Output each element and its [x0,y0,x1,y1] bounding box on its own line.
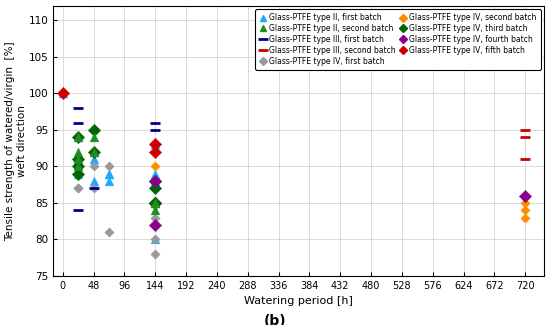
Glass-PTFE type IV, fourth batch [151,222,160,227]
Glass-PTFE type II, second batch [74,149,82,154]
Glass-PTFE type IV, first batch [104,229,113,235]
Glass-PTFE type IV, third batch [151,186,160,191]
Glass-PTFE type III, first batch [152,121,158,124]
Glass-PTFE type III, first batch [90,186,97,190]
Glass-PTFE type II, first batch [58,91,67,96]
Glass-PTFE type IV, second batch [151,164,160,169]
Glass-PTFE type II, second batch [151,200,160,205]
Glass-PTFE type III, second batch [522,135,529,139]
Glass-PTFE type III, second batch [522,157,529,161]
Glass-PTFE type IV, first batch [89,186,98,191]
Glass-PTFE type II, first batch [151,142,160,147]
Glass-PTFE type IV, fourth batch [151,178,160,184]
Glass-PTFE type II, first batch [74,171,82,176]
X-axis label: Watering period [h]: Watering period [h] [244,296,353,306]
Glass-PTFE type IV, first batch [104,164,113,169]
Glass-PTFE type III, first batch [75,106,81,110]
Glass-PTFE type IV, second batch [521,215,530,220]
Glass-PTFE type III, second batch [522,128,529,132]
Glass-PTFE type IV, third batch [74,135,82,140]
Glass-PTFE type IV, fifth batch [58,91,67,96]
Glass-PTFE type IV, third batch [74,164,82,169]
Glass-PTFE type II, first batch [104,171,113,176]
Glass-PTFE type II, second batch [74,164,82,169]
Glass-PTFE type II, second batch [74,156,82,162]
Glass-PTFE type IV, third batch [151,178,160,184]
Glass-PTFE type IV, first batch [74,135,82,140]
Glass-PTFE type IV, third batch [74,171,82,176]
Glass-PTFE type II, first batch [151,237,160,242]
Glass-PTFE type II, first batch [104,171,113,176]
Glass-PTFE type IV, third batch [74,156,82,162]
Glass-PTFE type II, first batch [104,178,113,184]
Glass-PTFE type II, first batch [89,156,98,162]
Glass-PTFE type II, first batch [151,178,160,184]
Glass-PTFE type II, first batch [74,156,82,162]
Glass-PTFE type II, first batch [89,149,98,154]
Glass-PTFE type IV, fifth batch [151,142,160,147]
Glass-PTFE type II, second batch [74,135,82,140]
Glass-PTFE type II, first batch [74,135,82,140]
Glass-PTFE type IV, first batch [151,215,160,220]
Glass-PTFE type IV, first batch [74,186,82,191]
Legend: Glass-PTFE type II, first batch, Glass-PTFE type II, second batch, Glass-PTFE ty: Glass-PTFE type II, first batch, Glass-P… [255,9,541,70]
Glass-PTFE type IV, first batch [151,178,160,184]
Glass-PTFE type IV, third batch [151,200,160,205]
Glass-PTFE type III, first batch [75,208,81,212]
Glass-PTFE type IV, first batch [74,186,82,191]
Glass-PTFE type IV, fifth batch [151,149,160,154]
Glass-PTFE type IV, first batch [89,164,98,169]
Glass-PTFE type II, second batch [151,208,160,213]
Glass-PTFE type IV, third batch [89,149,98,154]
Line: Glass-PTFE type III, first batch: Glass-PTFE type III, first batch [73,103,160,215]
Glass-PTFE type IV, fourth batch [521,193,530,198]
Glass-PTFE type II, second batch [89,135,98,140]
Glass-PTFE type IV, third batch [151,200,160,205]
Line: Glass-PTFE type III, second batch: Glass-PTFE type III, second batch [520,125,530,164]
Glass-PTFE type II, first batch [151,171,160,176]
Glass-PTFE type IV, third batch [89,127,98,132]
Glass-PTFE type II, first batch [89,178,98,184]
Glass-PTFE type IV, first batch [151,178,160,184]
Glass-PTFE type IV, second batch [151,178,160,184]
Glass-PTFE type III, first batch [75,121,81,124]
Y-axis label: Tensile strength of watered/virgin  [%]
weft direction: Tensile strength of watered/virgin [%] w… [6,41,27,240]
Glass-PTFE type II, second batch [89,149,98,154]
Glass-PTFE type II, second batch [151,200,160,205]
Glass-PTFE type IV, second batch [151,178,160,184]
Glass-PTFE type IV, first batch [151,252,160,257]
Text: (b): (b) [263,314,287,325]
Glass-PTFE type II, first batch [74,164,82,169]
Glass-PTFE type IV, third batch [151,200,160,205]
Glass-PTFE type IV, first batch [151,237,160,242]
Glass-PTFE type IV, second batch [521,208,530,213]
Glass-PTFE type IV, second batch [521,200,530,205]
Glass-PTFE type III, first batch [152,128,158,132]
